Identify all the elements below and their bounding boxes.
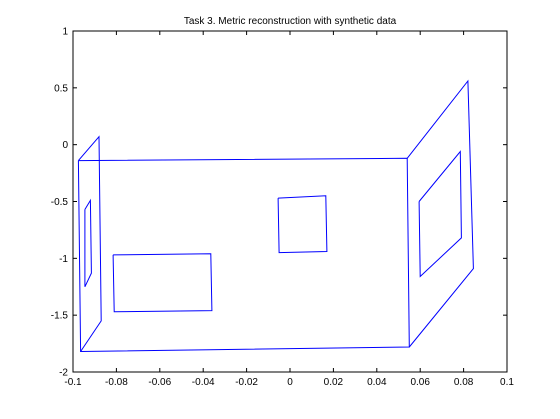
y-tick-label-0: 1 [62,27,68,38]
y-tick-label-5: -1.5 [51,311,69,322]
x-tick-label-6: 0.02 [324,377,344,388]
series-layer [77,79,474,353]
x-tick-label-4: -0.02 [235,377,258,388]
series-line-4 [277,195,328,254]
series-line-2 [84,198,92,288]
y-tick-label-3: -0.5 [51,197,69,208]
y-tick-label-4: -1 [59,254,68,265]
plot-area-background [73,31,507,372]
series-line-3 [112,253,213,313]
chart-title: Task 3. Metric reconstruction with synth… [184,16,397,27]
x-tick-label-10: 0.1 [500,377,514,388]
series-line-5 [406,79,474,348]
x-tick-label-3: -0.04 [192,377,215,388]
x-tick-label-5: 0 [287,377,293,388]
y-tick-label-1: 0.5 [54,83,68,94]
x-tick-label-9: 0.08 [454,377,474,388]
y-tick-label-2: 0 [62,140,68,151]
x-tick-label-8: 0.06 [410,377,430,388]
x-tick-label-1: -0.08 [105,377,128,388]
x-tick-label-7: 0.04 [367,377,387,388]
y-tick-label-6: -2 [59,368,68,379]
axes-layer: -0.1 -0.08 -0.06 -0.04 -0.02 0 0.02 0.04 0.06 0.0… [51,27,515,389]
series-line-1 [78,135,102,352]
x-tick-label-0: -0.1 [64,377,82,388]
series-line-6 [418,150,462,278]
x-tick-label-2: -0.06 [148,377,171,388]
